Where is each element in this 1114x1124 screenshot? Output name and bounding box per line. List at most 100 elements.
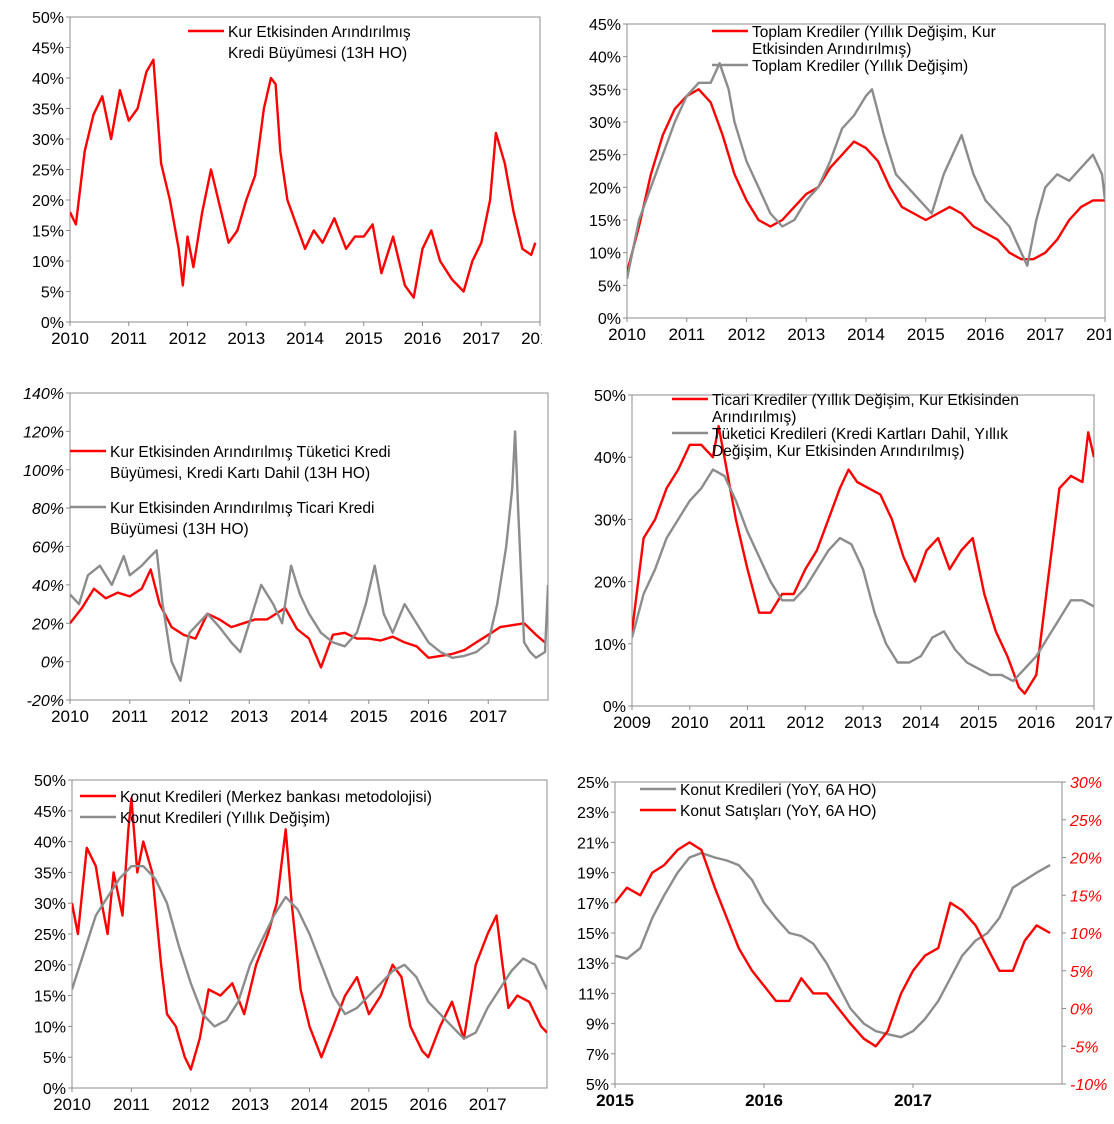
x-tick-label: 2016 <box>967 325 1005 344</box>
y-tick-label: 30% <box>589 115 621 132</box>
legend-label: Büyümesi, Kredi Kartı Dahil (13H HO) <box>110 465 370 482</box>
chart-panel-3: -20% 0% 20% 40% 60% 80% 100% 120% 140% 2010 2011 20… <box>0 375 557 750</box>
y-tick-label: 25% <box>34 927 66 944</box>
y-tick-label: 35% <box>589 82 621 99</box>
y-tick-label: 20% <box>589 180 621 197</box>
x-tick-label: 2012 <box>728 325 766 344</box>
y-tick-label: 0% <box>41 655 64 672</box>
x-tick-label: 2011 <box>668 325 705 344</box>
x-tick-label: 2016 <box>404 329 442 348</box>
x-tick-label: 2016 <box>1017 713 1055 732</box>
y-tick-label: 15% <box>577 926 609 943</box>
x-tick-label: 2011 <box>729 713 766 732</box>
y-tick-label: 45% <box>32 41 64 58</box>
y-tick-label: 25% <box>589 148 621 165</box>
y-tick-label: 45% <box>589 17 621 34</box>
x-tick-label: 2012 <box>786 713 824 732</box>
y-tick-label: 25% <box>32 163 64 180</box>
y-tick-label: 5% <box>41 285 64 302</box>
y-tick-label: 0% <box>43 1081 66 1098</box>
y-right-tick-label: 30% <box>1070 775 1102 792</box>
legend-label: Kur Etkisinden Arındırılmış <box>228 24 411 41</box>
y-tick-label: 10% <box>589 246 621 263</box>
x-tick-label: 2018 <box>1086 325 1114 344</box>
legend-label: Etkisinden Arındırılmış) <box>752 41 911 58</box>
x-tick-label: 2015 <box>350 707 388 726</box>
legend-label: Tüketici Kredileri (Kredi Kartları Dahil… <box>712 426 1008 443</box>
y-right-tick-label: -5% <box>1070 1039 1098 1056</box>
y-tick-label: 23% <box>577 805 609 822</box>
y-tick-label: 5% <box>43 1050 66 1067</box>
legend-label: Toplam Krediler (Yıllık Değişim) <box>752 58 968 75</box>
y-tick-label: 50% <box>594 388 626 405</box>
x-tick-label: 2014 <box>902 713 940 732</box>
x-tick-label: 2014 <box>286 329 324 348</box>
x-tick-label: 2017 <box>894 1091 932 1110</box>
x-tick-label: 2009 <box>613 713 651 732</box>
y-tick-label: 35% <box>34 865 66 882</box>
x-tick-label: 2014 <box>291 1095 329 1114</box>
x-tick-label: 2010 <box>53 1095 91 1114</box>
y-tick-label: 13% <box>577 956 609 973</box>
x-tick-label: 2018 <box>521 329 557 348</box>
legend-label: Konut Kredileri (Yıllık Değişim) <box>120 810 330 827</box>
x-tick-label: 2015 <box>907 325 945 344</box>
y-tick-label: 9% <box>586 1017 609 1034</box>
chart-panel-6: 5% 7% 9% 11% 13% 15% 17% 19% 21% 23% 25% -10% -5% 0% 5… <box>557 750 1114 1124</box>
x-tick-label: 2012 <box>169 329 207 348</box>
x-tick-label: 2017 <box>469 1095 507 1114</box>
y-tick-label: 30% <box>594 512 626 529</box>
y-right-tick-label: 25% <box>1069 813 1102 830</box>
x-tick-label: 2016 <box>410 707 448 726</box>
x-tick-label: 2017 <box>1075 713 1113 732</box>
x-tick-label: 2017 <box>1026 325 1064 344</box>
x-tick-label: 2015 <box>596 1091 634 1110</box>
y-tick-label: 50% <box>32 10 64 27</box>
plot-area <box>614 781 1063 1085</box>
plot-area <box>69 16 541 323</box>
legend-label: Konut Kredileri (YoY, 6A HO) <box>680 782 876 799</box>
y-tick-label: 80% <box>32 501 64 518</box>
y-tick-label: 5% <box>598 278 621 295</box>
x-tick-label: 2013 <box>231 1095 269 1114</box>
y-tick-label: 0% <box>598 311 621 328</box>
x-tick-label: 2017 <box>462 329 500 348</box>
y-tick-label: 11% <box>578 986 609 1003</box>
series-line-gray <box>70 430 548 682</box>
series-line-gray <box>627 62 1105 280</box>
y-right-tick-label: -10% <box>1070 1077 1107 1094</box>
y-tick-label: 40% <box>594 450 626 467</box>
x-tick-label: 2013 <box>787 325 825 344</box>
plot-area <box>69 392 549 701</box>
y-tick-label: 10% <box>32 254 64 271</box>
x-tick-label: 2014 <box>290 707 328 726</box>
chart-svg-1: 0% 5% 10% 15% 20% 25% 30% 35% 40% 45% 50% 2010 2011 2… <box>32 10 557 348</box>
x-tick-label: 2015 <box>350 1095 388 1114</box>
y-tick-label: 45% <box>34 804 66 821</box>
x-tick-label: 2011 <box>111 707 148 726</box>
x-tick-label: 2010 <box>51 329 89 348</box>
y-tick-label: 5% <box>586 1077 609 1094</box>
x-tick-label: 2011 <box>110 329 147 348</box>
legend-label: Toplam Krediler (Yıllık Değişim, Kur <box>752 24 996 41</box>
chart-panel-1: 0% 5% 10% 15% 20% 25% 30% 35% 40% 45% 50% 2010 2011 2… <box>0 0 557 375</box>
y-tick-label: 20% <box>32 193 64 210</box>
chart-svg-2: 0% 5% 10% 15% 20% 25% 30% 35% 40% 45% 2010 2011 2012… <box>589 17 1114 344</box>
y-tick-label: 10% <box>594 637 626 654</box>
y-tick-label: -20% <box>27 693 64 710</box>
y-tick-label: 0% <box>603 699 626 716</box>
y-tick-label: 60% <box>32 540 64 557</box>
series-line-red <box>615 841 1051 1048</box>
x-tick-label: 2016 <box>409 1095 447 1114</box>
y-tick-label: 7% <box>586 1047 609 1064</box>
x-tick-label: 2014 <box>847 325 885 344</box>
x-tick-label: 2013 <box>230 707 268 726</box>
y-tick-label: 20% <box>31 616 64 633</box>
x-tick-label: 2011 <box>113 1095 150 1114</box>
chart-svg-3: -20% 0% 20% 40% 60% 80% 100% 120% 140% 2010 2011 20… <box>23 386 549 726</box>
x-tick-label: 2012 <box>172 1095 210 1114</box>
x-tick-label: 2013 <box>227 329 265 348</box>
y-tick-label: 0% <box>41 315 64 332</box>
x-tick-label: 2016 <box>745 1091 783 1110</box>
y-tick-label: 20% <box>34 958 66 975</box>
